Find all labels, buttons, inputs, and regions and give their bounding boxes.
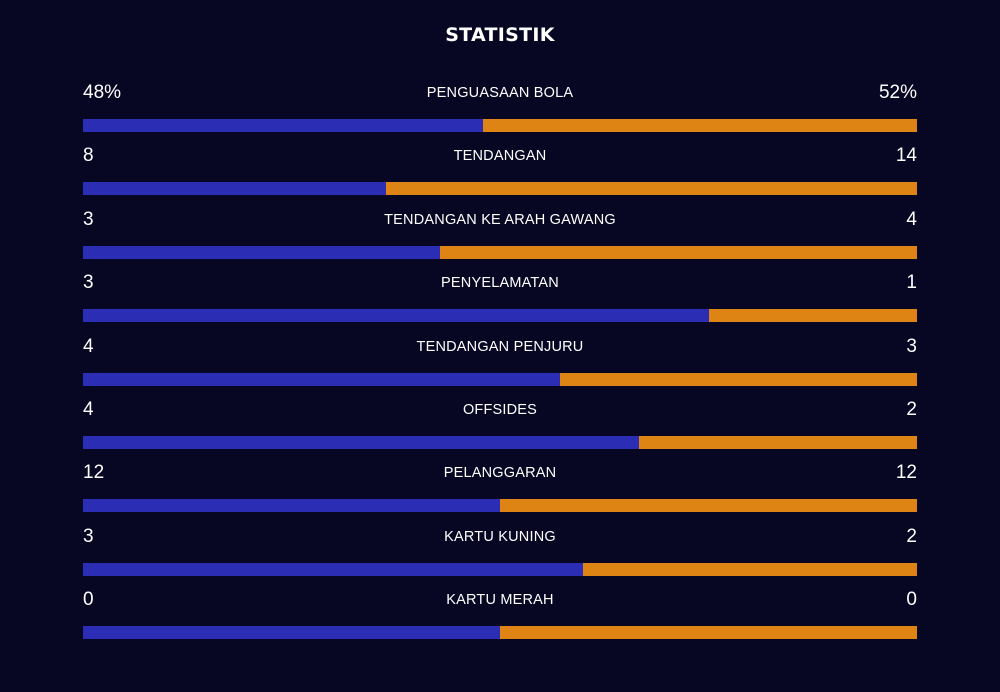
stats-list: 48% PENGUASAAN BOLA 52% 8 TENDANGAN 14 3… <box>83 80 917 651</box>
home-value: 0 <box>83 589 94 611</box>
comparison-bar <box>83 182 917 196</box>
away-bar-segment <box>639 435 917 449</box>
home-value: 4 <box>83 398 94 420</box>
away-bar-segment <box>483 119 917 132</box>
home-value: 3 <box>83 525 94 547</box>
home-bar-segment <box>83 182 387 196</box>
stat-row-possession: 48% PENGUASAAN BOLA 52% <box>83 80 917 143</box>
away-bar-segment <box>500 499 917 513</box>
away-value: 4 <box>906 208 917 230</box>
home-value: 12 <box>83 462 105 484</box>
home-bar-segment <box>83 119 484 132</box>
away-value: 0 <box>906 589 917 611</box>
home-value: 3 <box>83 272 94 294</box>
stat-row-red-cards: 0 KARTU MERAH 0 <box>83 587 917 650</box>
comparison-bar <box>83 245 917 259</box>
away-value: 12 <box>895 462 917 484</box>
away-value: 14 <box>895 145 917 167</box>
stat-label: KARTU KUNING <box>444 528 556 545</box>
away-value: 1 <box>906 272 917 294</box>
stat-label: TENDANGAN KE ARAH GAWANG <box>384 211 616 228</box>
comparison-bar <box>83 562 917 576</box>
away-bar-segment <box>386 182 917 196</box>
stat-row-corners: 4 TENDANGAN PENJURU 3 <box>83 334 917 397</box>
home-bar-segment <box>83 626 500 640</box>
away-bar-segment <box>500 626 917 640</box>
home-bar-segment <box>83 562 584 576</box>
stat-row-shots-on-target: 3 TENDANGAN KE ARAH GAWANG 4 <box>83 207 917 270</box>
home-bar-segment <box>83 372 560 386</box>
stat-row-shots: 8 TENDANGAN 14 <box>83 143 917 206</box>
home-value: 3 <box>83 208 94 230</box>
comparison-bar <box>83 499 917 513</box>
away-value: 2 <box>906 525 917 547</box>
stat-row-yellow-cards: 3 KARTU KUNING 2 <box>83 524 917 587</box>
stat-row-offsides: 4 OFFSIDES 2 <box>83 397 917 460</box>
home-value: 48% <box>83 82 122 103</box>
home-bar-segment <box>83 499 500 513</box>
home-bar-segment <box>83 435 640 449</box>
away-bar-segment <box>708 309 917 323</box>
away-bar-segment <box>583 562 917 576</box>
home-value: 4 <box>83 335 94 357</box>
home-bar-segment <box>83 309 709 323</box>
home-bar-segment <box>83 245 441 259</box>
stat-label: TENDANGAN <box>453 148 547 165</box>
away-value: 2 <box>906 398 917 420</box>
away-bar-segment <box>559 372 917 386</box>
stat-label: OFFSIDES <box>462 401 538 418</box>
comparison-bar <box>83 435 917 449</box>
away-value: 3 <box>906 335 917 357</box>
away-value: 52% <box>878 82 917 103</box>
stat-label: PELANGGARAN <box>443 465 557 482</box>
stats-title: STATISTIK <box>445 24 555 46</box>
stat-label: TENDANGAN PENJURU <box>416 338 584 355</box>
stat-label: KARTU MERAH <box>446 592 554 609</box>
stat-label: PENGUASAAN BOLA <box>426 85 574 101</box>
comparison-bar <box>83 119 917 132</box>
comparison-bar <box>83 626 917 640</box>
stat-row-saves: 3 PENYELAMATAN 1 <box>83 270 917 333</box>
comparison-bar <box>83 372 917 386</box>
stat-row-fouls: 12 PELANGGARAN 12 <box>83 460 917 523</box>
home-value: 8 <box>83 145 94 167</box>
comparison-bar <box>83 309 917 323</box>
stat-label: PENYELAMATAN <box>441 275 559 292</box>
away-bar-segment <box>440 245 917 259</box>
